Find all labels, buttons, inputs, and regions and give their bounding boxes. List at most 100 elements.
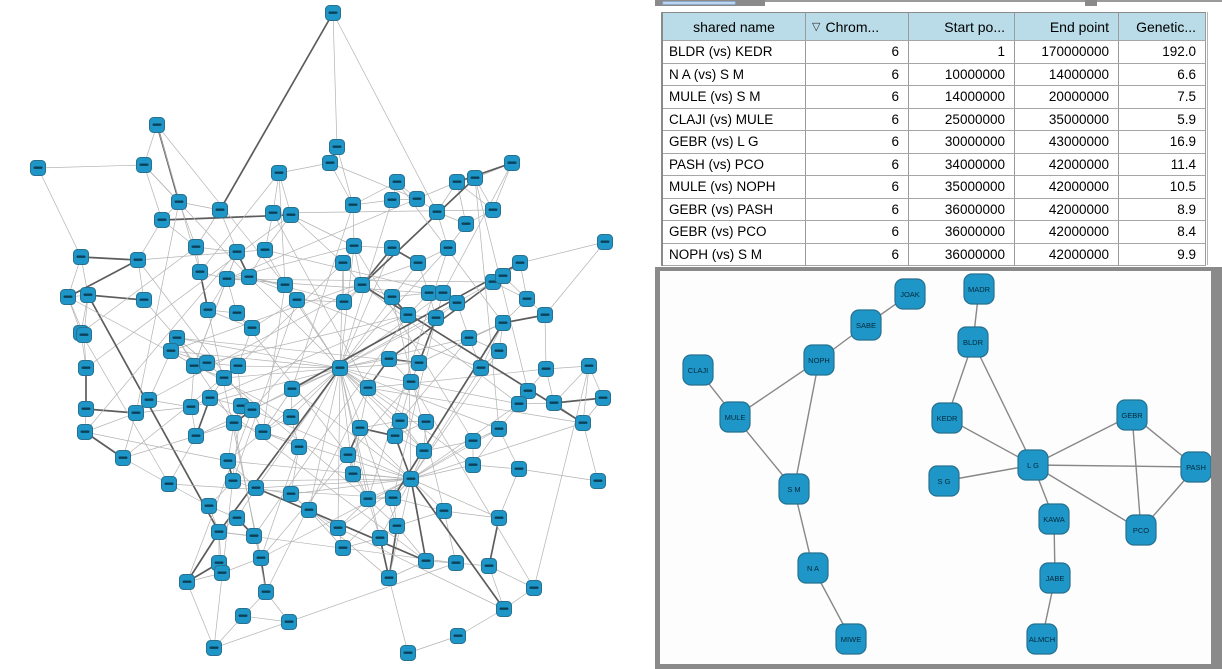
table-cell[interactable]: GEBR (vs) PCO — [663, 221, 806, 244]
network-node[interactable] — [329, 139, 345, 155]
table-cell[interactable]: 6 — [806, 41, 909, 64]
network-node[interactable] — [265, 205, 281, 221]
table-cell[interactable]: 36000000 — [909, 198, 1015, 221]
network-node-mule[interactable]: MULE — [719, 401, 751, 433]
network-node[interactable] — [428, 310, 444, 326]
network-node[interactable] — [258, 584, 274, 600]
network-node[interactable] — [283, 409, 299, 425]
network-node[interactable] — [581, 358, 597, 374]
horizontal-scrollbar-track[interactable] — [655, 0, 765, 6]
network-node-sabe[interactable]: SABE — [850, 309, 882, 341]
network-node[interactable] — [330, 520, 346, 536]
network-node[interactable] — [346, 238, 362, 254]
network-node[interactable] — [511, 461, 527, 477]
network-node[interactable] — [244, 402, 260, 418]
network-node[interactable] — [495, 315, 511, 331]
table-cell[interactable]: 6 — [806, 108, 909, 131]
network-node-kawa[interactable]: KAWA — [1038, 503, 1070, 535]
table-cell[interactable]: 42000000 — [1015, 198, 1119, 221]
network-node[interactable] — [77, 424, 93, 440]
network-view-secondary[interactable]: JOAK SABE NOPH CLAJI MULE S M N A MIWE MADR BLDR K… — [660, 271, 1212, 664]
network-node[interactable] — [271, 165, 287, 181]
network-node[interactable] — [352, 420, 368, 436]
table-cell[interactable]: 42000000 — [1015, 153, 1119, 176]
network-node[interactable] — [246, 528, 262, 544]
network-node[interactable] — [389, 174, 405, 190]
network-node[interactable] — [171, 194, 187, 210]
network-node[interactable] — [128, 405, 144, 421]
network-node[interactable] — [281, 614, 297, 630]
table-cell[interactable]: GEBR (vs) PASH — [663, 198, 806, 221]
network-node[interactable] — [188, 428, 204, 444]
table-cell[interactable]: 16.9 — [1119, 131, 1206, 154]
network-node[interactable] — [392, 413, 408, 429]
network-node[interactable] — [199, 355, 215, 371]
network-node[interactable] — [411, 355, 427, 371]
table-cell[interactable]: 14000000 — [909, 86, 1015, 109]
table-cell[interactable]: 7.5 — [1119, 86, 1206, 109]
network-node[interactable] — [575, 415, 591, 431]
network-node[interactable] — [226, 415, 242, 431]
table-cell[interactable]: 35000000 — [1015, 108, 1119, 131]
network-node[interactable] — [149, 117, 165, 133]
table-row[interactable]: GEBR (vs) PCO 6 36000000 42000000 8.4 — [663, 221, 1206, 244]
table-cell[interactable]: 6 — [806, 63, 909, 86]
network-node[interactable] — [277, 277, 293, 293]
network-node[interactable] — [291, 439, 307, 455]
table-cell[interactable]: 42000000 — [1015, 221, 1119, 244]
network-node[interactable] — [384, 192, 400, 208]
table-cell[interactable]: 6.6 — [1119, 63, 1206, 86]
network-node-joak[interactable]: JOAK — [894, 278, 926, 310]
network-node[interactable] — [253, 550, 269, 566]
network-node[interactable] — [163, 343, 179, 359]
network-node[interactable] — [512, 255, 528, 271]
network-node-kedr[interactable]: KEDR — [931, 402, 963, 434]
table-cell[interactable]: 14000000 — [1015, 63, 1119, 86]
network-node-lg[interactable]: L G — [1017, 449, 1049, 481]
network-node[interactable] — [491, 421, 507, 437]
network-node[interactable] — [481, 558, 497, 574]
network-node[interactable] — [283, 207, 299, 223]
network-node[interactable] — [212, 202, 228, 218]
table-cell[interactable]: 42000000 — [1015, 176, 1119, 199]
table-row[interactable]: N A (vs) S M 6 10000000 14000000 6.6 — [663, 63, 1206, 86]
network-node-pco[interactable]: PCO — [1125, 514, 1157, 546]
network-node[interactable] — [590, 473, 606, 489]
network-node[interactable] — [409, 191, 425, 207]
table-cell[interactable]: 36000000 — [909, 243, 1015, 266]
table-cell[interactable]: 6 — [806, 221, 909, 244]
network-node[interactable] — [345, 466, 361, 482]
table-cell[interactable]: 192.0 — [1119, 41, 1206, 64]
network-node[interactable] — [495, 268, 511, 284]
main-network-canvas[interactable] — [0, 0, 655, 669]
network-node[interactable] — [60, 289, 76, 305]
table-row[interactable]: NOPH (vs) S M 6 36000000 42000000 9.9 — [663, 243, 1206, 266]
table-cell[interactable]: 10000000 — [909, 63, 1015, 86]
network-node[interactable] — [385, 490, 401, 506]
network-node-noph[interactable]: NOPH — [803, 344, 835, 376]
network-node[interactable] — [537, 307, 553, 323]
network-node[interactable] — [520, 383, 536, 399]
table-cell[interactable]: 10.5 — [1119, 176, 1206, 199]
network-node[interactable] — [301, 502, 317, 518]
network-node[interactable] — [73, 249, 89, 265]
table-cell[interactable]: 1 — [909, 41, 1015, 64]
network-node[interactable] — [384, 289, 400, 305]
network-node[interactable] — [136, 157, 152, 173]
network-node-pash[interactable]: PASH — [1180, 451, 1212, 483]
table-cell[interactable]: 6 — [806, 243, 909, 266]
network-node-bldr[interactable]: BLDR — [957, 326, 989, 358]
table-cell[interactable]: 5.9 — [1119, 108, 1206, 131]
network-node[interactable] — [345, 197, 361, 213]
network-node[interactable] — [211, 524, 227, 540]
table-row[interactable]: GEBR (vs) PASH 6 36000000 42000000 8.9 — [663, 198, 1206, 221]
network-node-sg[interactable]: S G — [928, 465, 960, 497]
network-node-claji[interactable]: CLAJI — [682, 354, 714, 386]
network-node[interactable] — [335, 255, 351, 271]
table-cell[interactable]: 6 — [806, 131, 909, 154]
network-node[interactable] — [473, 360, 489, 376]
column-header-chrom[interactable]: ▽ Chrom... — [806, 13, 909, 41]
network-node[interactable] — [284, 381, 300, 397]
network-node[interactable] — [255, 424, 271, 440]
network-node[interactable] — [526, 580, 542, 596]
